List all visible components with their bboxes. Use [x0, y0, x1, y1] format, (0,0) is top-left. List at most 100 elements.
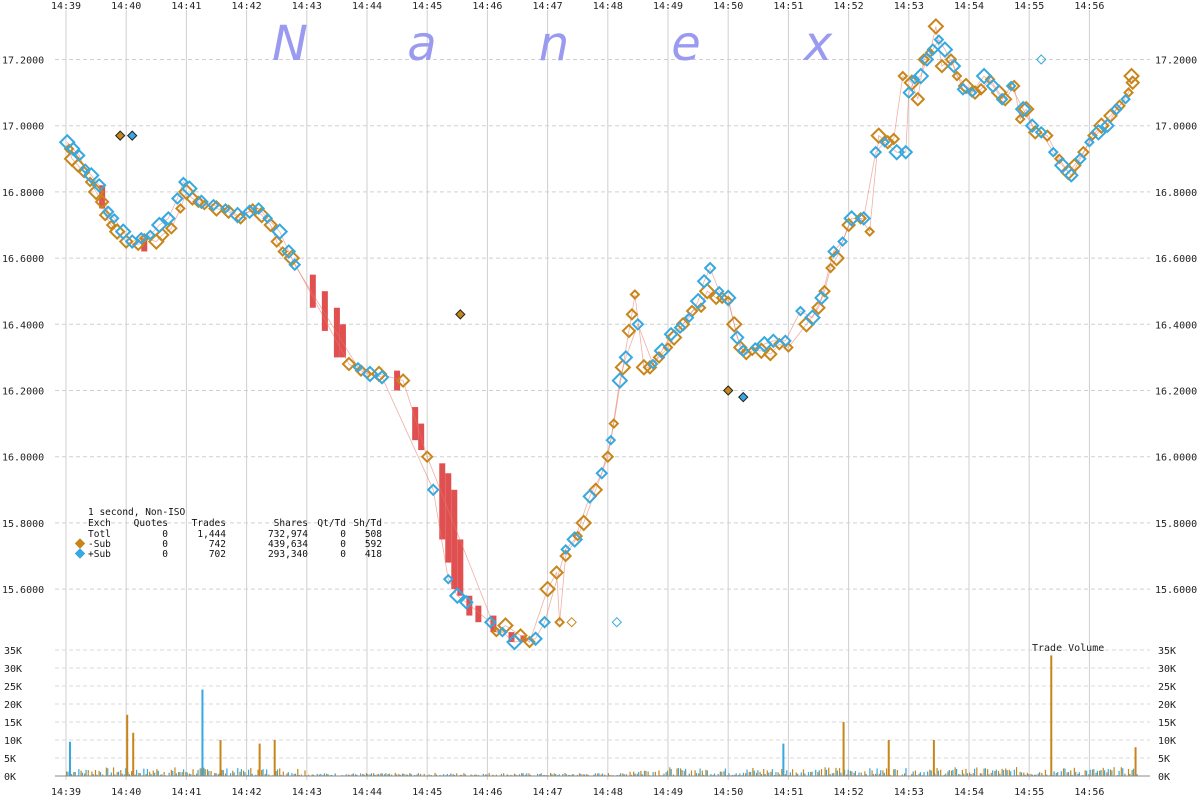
- volume-bar: [896, 770, 898, 776]
- x-tick-label: 14:40: [111, 787, 141, 798]
- volume-bar: [695, 773, 698, 776]
- x-tick-label: 14:55: [1014, 787, 1044, 798]
- volume-bar: [882, 770, 884, 776]
- trade-marker: [879, 136, 891, 148]
- volume-bar: [847, 769, 849, 776]
- volume-bar: [1064, 768, 1066, 776]
- volume-bar: [367, 774, 369, 776]
- volume-bar: [893, 769, 895, 776]
- spread-segment: [339, 324, 346, 358]
- volume-bar: [634, 773, 636, 776]
- stats-cell: Totl: [88, 529, 111, 540]
- volume-bar: [636, 773, 638, 776]
- volume-bar: [406, 774, 409, 776]
- volume-bar: [952, 769, 954, 776]
- volume-bar: [1107, 769, 1109, 776]
- volume-bar: [854, 771, 857, 776]
- x-tick-label: 14:39: [51, 1, 81, 12]
- volume-bar: [990, 772, 992, 776]
- volume-bar: [257, 769, 259, 776]
- x-tick-label: 14:51: [773, 1, 803, 12]
- volume-bar: [217, 774, 219, 776]
- volume-bar: [208, 770, 210, 776]
- y-tick-label-left: 15.6000: [2, 585, 44, 596]
- volume-bar: [117, 771, 120, 776]
- volume-bar: [912, 771, 914, 776]
- volume-bar: [712, 774, 714, 776]
- volume-bar: [199, 768, 201, 776]
- volume-bar: [121, 773, 123, 776]
- volume-bar: [229, 773, 232, 776]
- volume-bar: [120, 769, 122, 776]
- volume-bar: [792, 769, 794, 776]
- volume-bar: [983, 768, 985, 776]
- stats-header: Exch: [88, 518, 111, 529]
- x-tick-label: 14:49: [653, 1, 683, 12]
- volume-bar: [276, 769, 279, 776]
- x-tick-label: 14:41: [171, 1, 201, 12]
- volume-tick-left: 35K: [4, 646, 22, 657]
- trade-marker: [79, 163, 91, 175]
- volume-bar: [304, 770, 306, 776]
- volume-bar: [739, 773, 741, 776]
- trade-marker: [114, 223, 132, 241]
- x-tick-label: 14:47: [533, 787, 563, 798]
- volume-bar: [1077, 773, 1079, 776]
- volume-tick-left: 20K: [4, 700, 22, 711]
- volume-bar: [1037, 773, 1039, 776]
- volume-tick-left: 25K: [4, 682, 22, 693]
- volume-bar: [804, 773, 806, 776]
- volume-bar: [562, 773, 564, 776]
- price-axis: 15.6000 15.6000 15.8000 15.8000 16.0000 16.00…: [2, 56, 1197, 597]
- trade-marker: [966, 87, 978, 99]
- volume-bar: [331, 774, 333, 776]
- trade-marker: [523, 635, 536, 649]
- x-tick-label: 14:46: [472, 787, 502, 798]
- volume-bar: [601, 773, 604, 776]
- trade-marker: [778, 334, 792, 348]
- volume-bar: [170, 769, 172, 776]
- trade-marker: [683, 312, 695, 324]
- volume-bar: [1085, 770, 1088, 776]
- volume-bar: [820, 769, 823, 776]
- trade-marker: [65, 141, 81, 157]
- volume-bar-notable: [1050, 655, 1053, 776]
- volume-bar: [876, 768, 878, 776]
- volume-bar: [85, 769, 87, 776]
- y-tick-label-left: 17.2000: [2, 56, 44, 67]
- volume-bar: [185, 771, 187, 776]
- volume-bar: [551, 774, 553, 776]
- volume-bar: [748, 771, 750, 776]
- volume-bar: [410, 773, 412, 776]
- x-tick-label: 14:55: [1014, 1, 1044, 12]
- trade-marker: [442, 573, 454, 585]
- stats-cell: 0: [162, 539, 168, 550]
- trade-marker: [898, 144, 914, 160]
- volume-bar-notable: [1134, 747, 1137, 776]
- volume-bar: [836, 770, 838, 776]
- volume-bar: [298, 774, 300, 776]
- volume-bar: [232, 770, 234, 776]
- trade-marker: [1093, 117, 1110, 135]
- volume-bar: [349, 774, 351, 776]
- volume-bar: [186, 772, 188, 776]
- stats-cell: 293,340: [268, 549, 308, 560]
- volume-bar: [1095, 772, 1097, 776]
- trade-marker: [614, 358, 632, 376]
- volume-bar: [979, 773, 982, 776]
- volume-bar: [327, 774, 329, 776]
- spread-segment: [309, 274, 316, 308]
- trade-marker: [843, 209, 861, 227]
- volume-bar: [643, 770, 646, 776]
- volume-bar: [1120, 767, 1122, 776]
- volume-bar: [865, 774, 867, 776]
- volume-bar: [969, 772, 971, 776]
- volume-bar: [734, 774, 736, 776]
- volume-bar: [423, 773, 425, 776]
- volume-bar: [359, 773, 362, 776]
- volume-bar: [500, 773, 503, 776]
- volume-bar: [398, 773, 400, 776]
- x-tick-label: 14:53: [894, 787, 924, 798]
- volume-bar: [630, 774, 633, 776]
